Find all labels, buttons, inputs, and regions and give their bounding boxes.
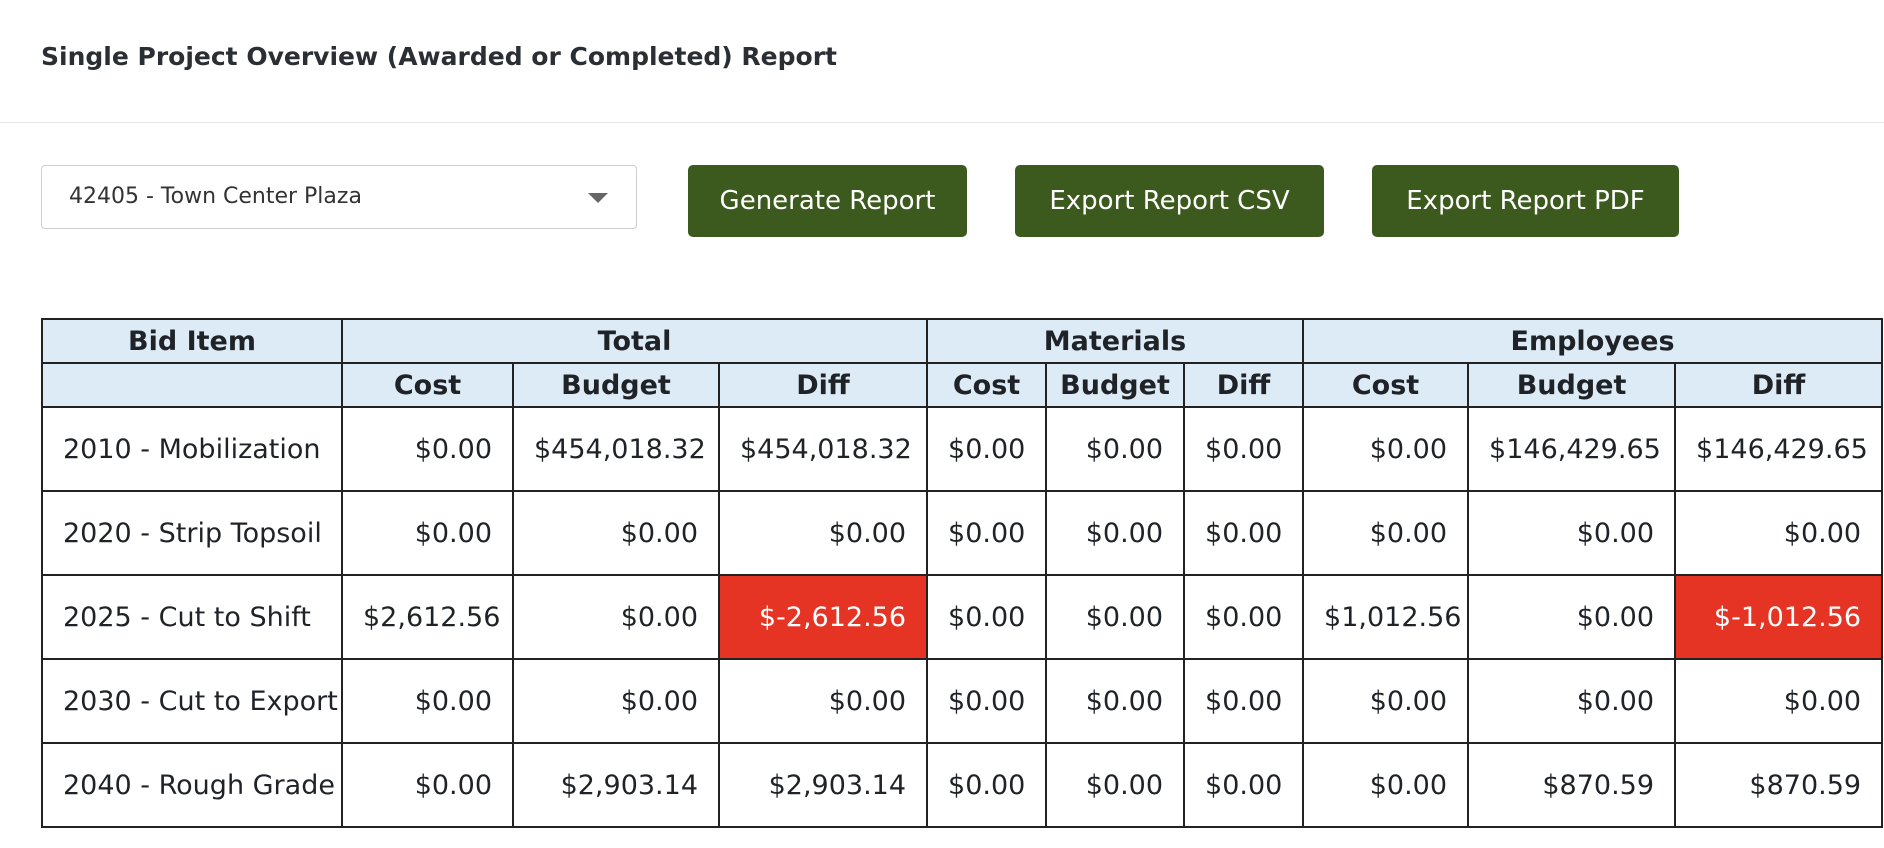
data-row: 2010 - Mobilization $0.00 $454,018.32 $454,… bbox=[41, 406, 1884, 492]
cell: $0.00 bbox=[1674, 490, 1884, 576]
subheader-row: Cost Budget Diff Cost Budget Diff Cost Budget Di… bbox=[41, 362, 1884, 408]
cell: $0.00 bbox=[926, 574, 1048, 660]
cell: $0.00 bbox=[512, 490, 720, 576]
cell: $454,018.32 bbox=[717, 406, 929, 492]
group-header: Materials bbox=[926, 318, 1305, 364]
export-csv-button[interactable]: Export Report CSV bbox=[1015, 165, 1324, 237]
cell: $0.00 bbox=[926, 742, 1048, 828]
select-value: 42405 - Town Center Plaza bbox=[69, 184, 362, 209]
header-row: Bid Item Total Materials Employees bbox=[41, 318, 1884, 364]
column-header: Diff bbox=[1183, 362, 1305, 408]
dropdown-caret bbox=[588, 193, 608, 203]
column-header: Diff bbox=[1674, 362, 1884, 408]
blank-header bbox=[41, 362, 343, 408]
cell: $0.00 bbox=[1183, 574, 1305, 660]
cell: $0.00 bbox=[512, 574, 720, 660]
cell: $0.00 bbox=[1183, 490, 1305, 576]
column-header: Cost bbox=[1302, 362, 1470, 408]
cell: $0.00 bbox=[1045, 490, 1186, 576]
cell: $0.00 bbox=[717, 658, 929, 744]
cell: $0.00 bbox=[1302, 742, 1470, 828]
cell: $0.00 bbox=[1467, 574, 1677, 660]
column-header: Diff bbox=[717, 362, 929, 408]
cell: $870.59 bbox=[1467, 742, 1677, 828]
column-header: Budget bbox=[1467, 362, 1677, 408]
cell: $-1,012.56 bbox=[1674, 574, 1884, 660]
cell: $0.00 bbox=[341, 742, 514, 828]
bid-item-cell: 2030 - Cut to Export bbox=[41, 658, 343, 744]
cell: $0.00 bbox=[717, 490, 929, 576]
cell: $0.00 bbox=[1045, 406, 1186, 492]
cell: $0.00 bbox=[1302, 658, 1470, 744]
bid-item-cell: 2010 - Mobilization bbox=[41, 406, 343, 492]
cell: $0.00 bbox=[1302, 490, 1470, 576]
cell: $0.00 bbox=[926, 658, 1048, 744]
data-row: 2020 - Strip Topsoil $0.00 $0.00 $0.00 $0.00… bbox=[41, 490, 1884, 576]
cell: $0.00 bbox=[341, 406, 514, 492]
cell: $0.00 bbox=[512, 658, 720, 744]
cell: $146,429.65 bbox=[1674, 406, 1884, 492]
cell: $454,018.32 bbox=[512, 406, 720, 492]
group-header: Total bbox=[340, 318, 929, 364]
cell: $0.00 bbox=[1467, 490, 1677, 576]
bid-item-cell: 2040 - Rough Grade bbox=[41, 742, 343, 828]
cell: $0.00 bbox=[926, 406, 1048, 492]
cell: $2,903.14 bbox=[512, 742, 720, 828]
cell: $0.00 bbox=[1045, 742, 1186, 828]
cell: $0.00 bbox=[1467, 658, 1677, 744]
page-title: Single Project Overview (Awarded or Comp… bbox=[41, 42, 837, 71]
export-pdf-button[interactable]: Export Report PDF bbox=[1372, 165, 1679, 237]
column-header: Budget bbox=[1045, 362, 1186, 408]
generate-button[interactable]: Generate Report bbox=[688, 165, 967, 237]
report-table: Bid Item Total Materials Employees Cost Budge… bbox=[41, 318, 1884, 828]
cell: $0.00 bbox=[1302, 406, 1470, 492]
cell: $0.00 bbox=[1045, 574, 1186, 660]
cell: $0.00 bbox=[1183, 658, 1305, 744]
project-select[interactable]: 42405 - Town Center Plaza bbox=[41, 165, 637, 229]
divider bbox=[0, 122, 1884, 123]
cell: $0.00 bbox=[1183, 742, 1305, 828]
data-row: 2040 - Rough Grade $0.00 $2,903.14 $2,903.1… bbox=[41, 742, 1884, 828]
bid-item-cell: 2020 - Strip Topsoil bbox=[41, 490, 343, 576]
group-header: Bid Item bbox=[41, 318, 343, 364]
cell: $1,012.56 bbox=[1302, 574, 1470, 660]
cell: $0.00 bbox=[341, 490, 514, 576]
cell: $2,612.56 bbox=[341, 574, 514, 660]
cell: $0.00 bbox=[1674, 658, 1884, 744]
bid-item-cell: 2025 - Cut to Shift bbox=[41, 574, 343, 660]
cell: $870.59 bbox=[1674, 742, 1884, 828]
cell: $0.00 bbox=[926, 490, 1048, 576]
cell: $0.00 bbox=[1183, 406, 1305, 492]
column-header: Budget bbox=[512, 362, 720, 408]
column-header: Cost bbox=[341, 362, 514, 408]
cell: $0.00 bbox=[1045, 658, 1186, 744]
group-header: Employees bbox=[1302, 318, 1884, 364]
cell: $-2,612.56 bbox=[717, 574, 929, 660]
data-row: 2030 - Cut to Export $0.00 $0.00 $0.00 $0.00… bbox=[41, 658, 1884, 744]
cell: $0.00 bbox=[341, 658, 514, 744]
cell: $2,903.14 bbox=[717, 742, 929, 828]
column-header: Cost bbox=[926, 362, 1048, 408]
cell: $146,429.65 bbox=[1467, 406, 1677, 492]
data-row: 2025 - Cut to Shift $2,612.56 $0.00 $-2,612… bbox=[41, 574, 1884, 660]
